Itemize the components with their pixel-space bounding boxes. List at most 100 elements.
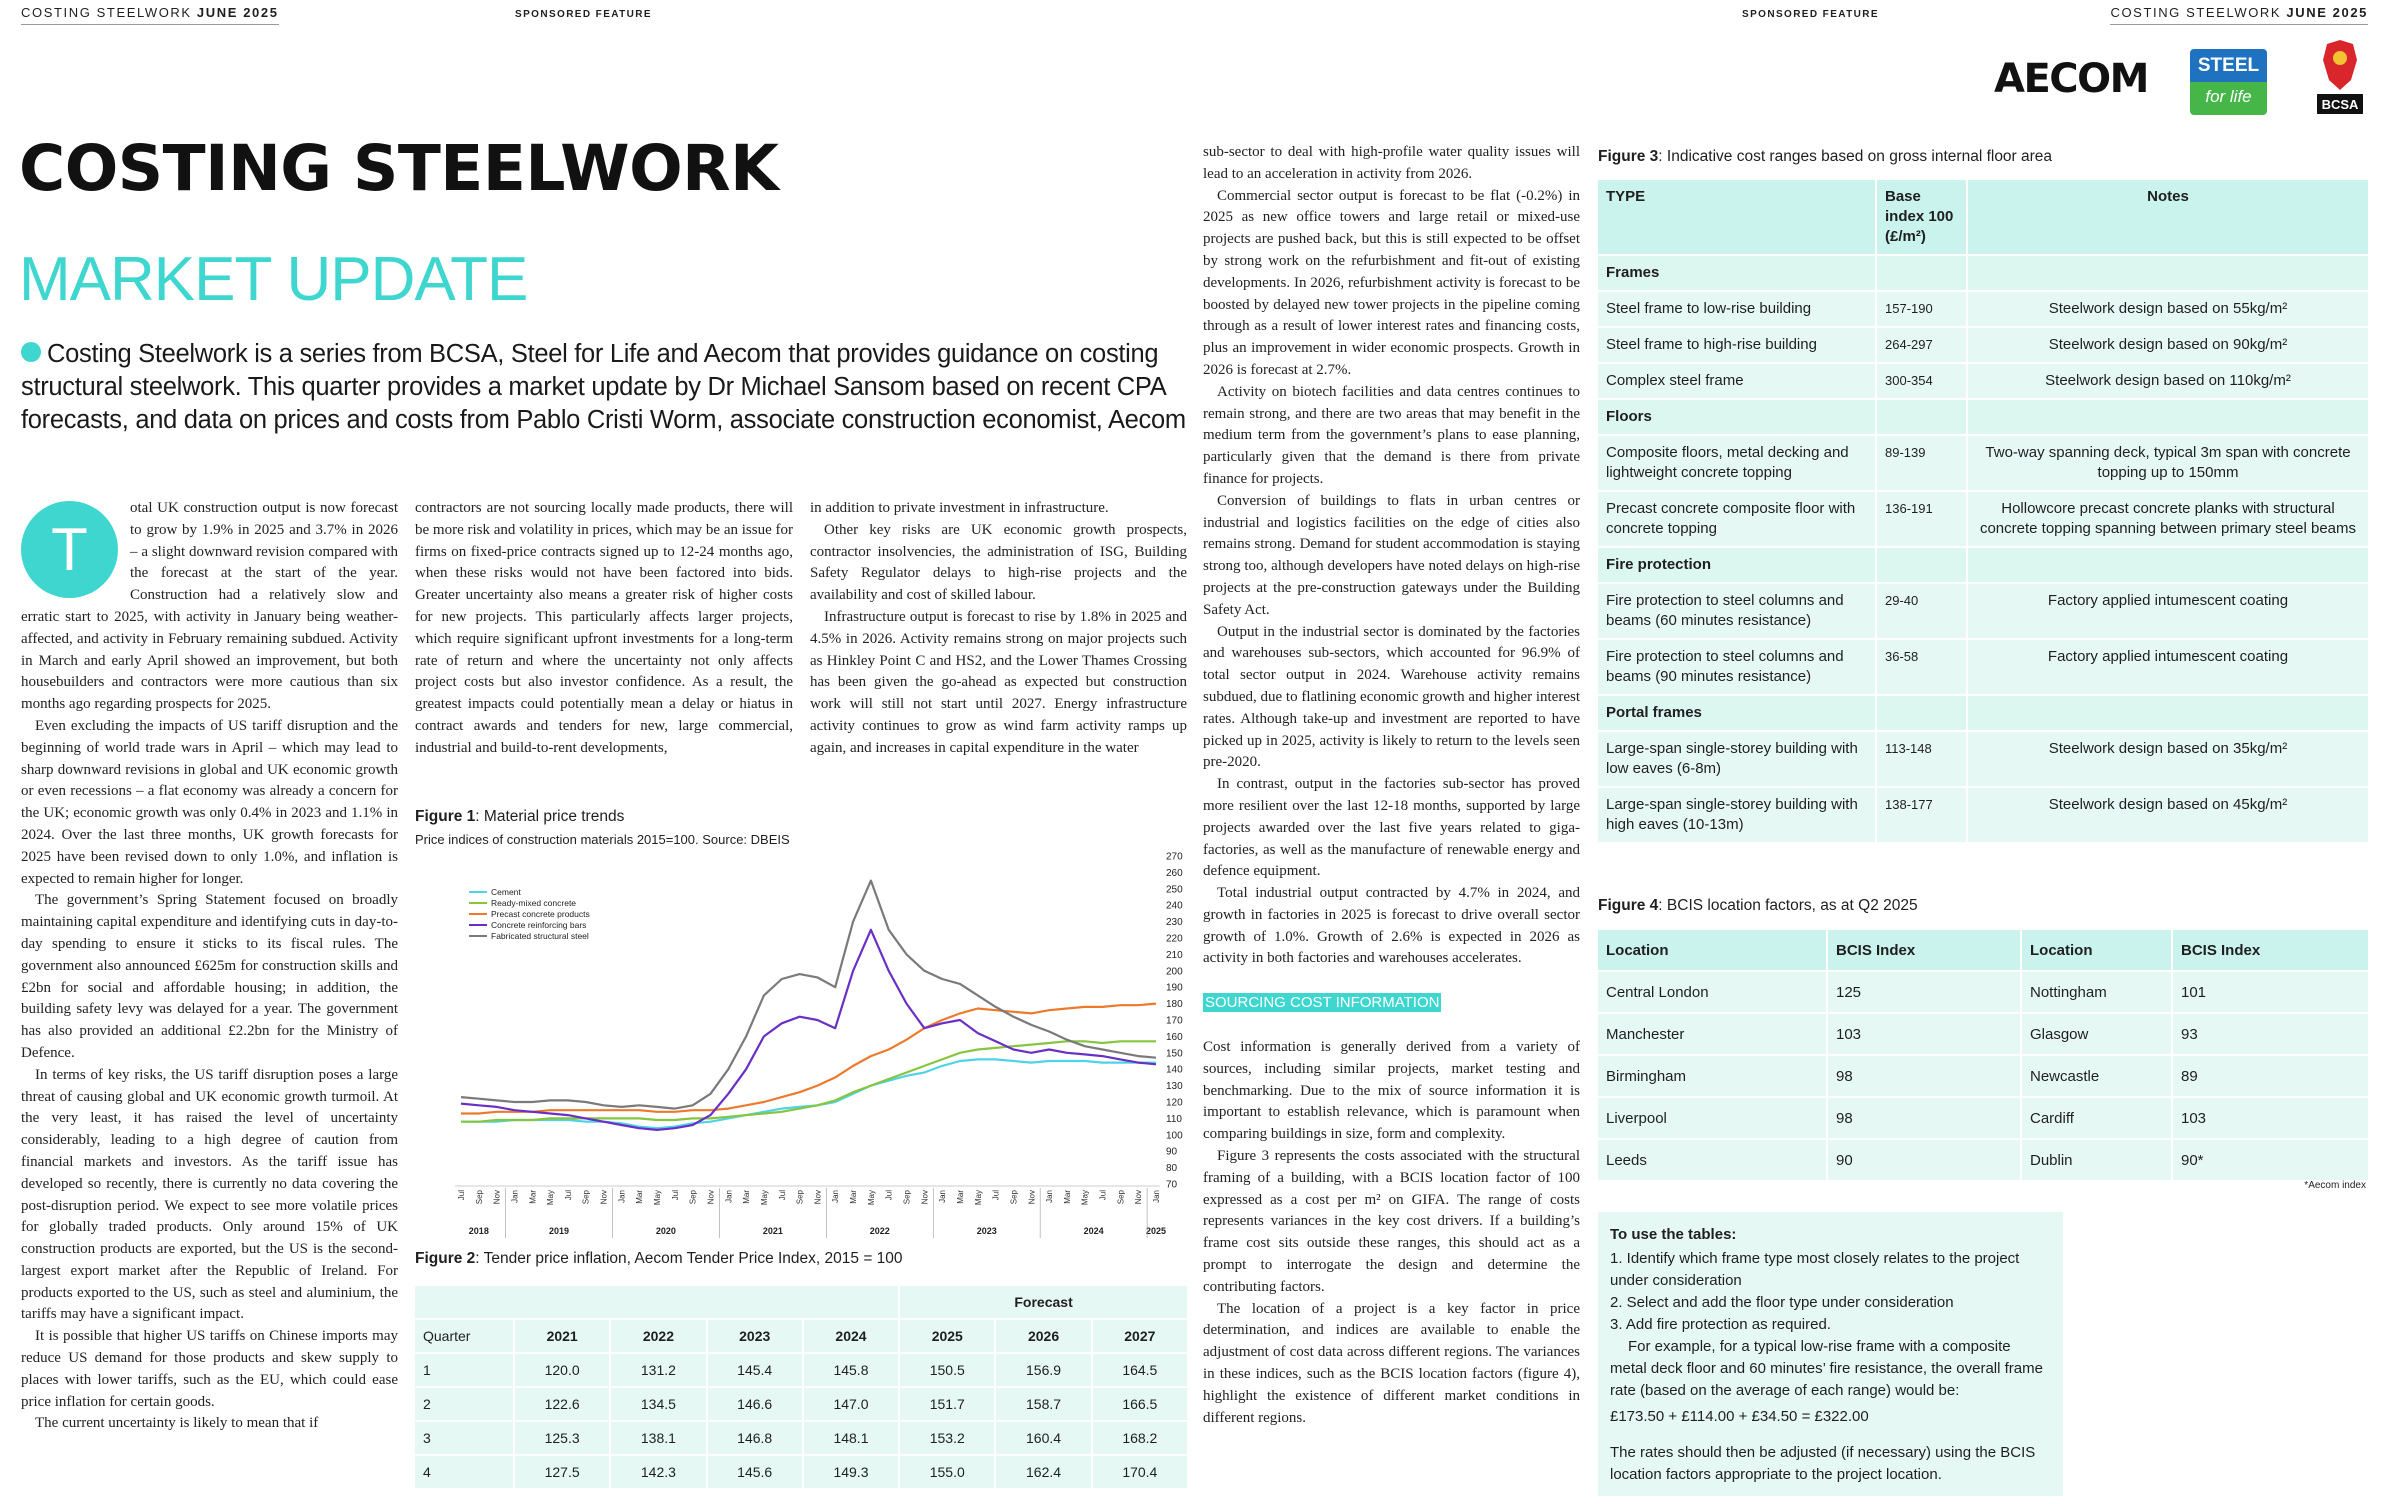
table-row: Large-span single-storey building with h… <box>1598 788 2368 842</box>
table-cell: Steel frame to high-rise building <box>1598 328 1875 362</box>
table-cell: Nottingham <box>2022 972 2171 1012</box>
paragraph: Commercial sector output is forecast to … <box>1203 187 1580 378</box>
table-cell: 149.3 <box>803 1456 899 1488</box>
y-tick-label: 200 <box>1166 966 1183 977</box>
steps: 1. Identify which frame type most closel… <box>1610 1248 2051 1336</box>
table-cell: 98 <box>1828 1056 2020 1096</box>
crest-detail <box>2333 51 2347 65</box>
table-cell: 148.1 <box>803 1422 899 1454</box>
figure-label: Figure 3 <box>1598 148 1659 165</box>
x-tick-label: May <box>1081 1190 1090 1205</box>
section-name: Fire protection <box>1598 548 1875 582</box>
paragraph: Output in the industrial sector is domin… <box>1203 623 1580 771</box>
table-cell: Large-span single-storey building with l… <box>1598 732 1875 786</box>
table-cell: 156.9 <box>996 1354 1091 1386</box>
y-tick-label: 120 <box>1166 1098 1183 1109</box>
series-line <box>461 1040 1156 1123</box>
x-tick-label: Nov <box>706 1190 715 1204</box>
table-cell: 150.5 <box>900 1354 995 1386</box>
example: For example, for a typical low-rise fram… <box>1610 1338 2043 1399</box>
table-cell: 3 <box>415 1422 513 1454</box>
table-cell: Large-span single-storey building with h… <box>1598 788 1875 842</box>
table-cell: 158.7 <box>996 1388 1091 1420</box>
y-tick-label: 140 <box>1166 1065 1183 1076</box>
paragraph: contractors are not sourcing locally mad… <box>415 500 793 756</box>
paragraph: In contrast, output in the factories sub… <box>1203 776 1580 880</box>
x-tick-label: Sep <box>796 1189 805 1204</box>
table-row: Central London 125 Nottingham 101 <box>1598 972 2368 1012</box>
paragraph: otal UK construction output is now forec… <box>21 500 398 713</box>
paragraph: Total industrial output contracted by 4.… <box>1203 885 1580 967</box>
x-tick-label: Mar <box>956 1190 965 1204</box>
legend-label: Cement <box>491 887 521 897</box>
header-cell: Quarter <box>415 1320 513 1352</box>
x-tick-label: Nov <box>813 1190 822 1204</box>
cell <box>1968 400 2368 434</box>
table-cell: 264-297 <box>1877 328 1966 362</box>
table-row: Large-span single-storey building with l… <box>1598 732 2368 786</box>
x-tick-label: Nov <box>1027 1190 1036 1204</box>
table-row: Leeds 90 Dublin 90* <box>1598 1140 2368 1180</box>
drop-cap: T <box>21 501 118 598</box>
table-cell: 145.8 <box>803 1354 899 1386</box>
x-tick-label: Sep <box>475 1189 484 1204</box>
table-cell: 300-354 <box>1877 364 1966 398</box>
table-cell: Steelwork design based on 90kg/m² <box>1968 328 2368 362</box>
cell <box>1877 696 1966 730</box>
location-factor-table: Location BCIS Index Location BCIS Index Cent… <box>1596 928 2370 1182</box>
y-tick-label: 210 <box>1166 950 1183 961</box>
table-cell: 93 <box>2173 1014 2368 1054</box>
x-tick-label: Nov <box>600 1190 609 1204</box>
table-cell: Steelwork design based on 110kg/m² <box>1968 364 2368 398</box>
table-cell: 29-40 <box>1877 584 1966 638</box>
x-tick-label: May <box>653 1190 662 1205</box>
y-tick-label: 220 <box>1166 934 1183 945</box>
x-tick-label: Sep <box>1116 1189 1125 1204</box>
x-tick-label: Mar <box>849 1190 858 1204</box>
table-cell: 162.4 <box>996 1456 1091 1488</box>
x-tick-label: Nov <box>493 1190 502 1204</box>
paragraph: Cost information is generally derived fr… <box>1203 1039 1580 1143</box>
text-column: contractors are not sourcing locally mad… <box>415 498 793 788</box>
bullet <box>21 342 41 362</box>
y-tick-label: 250 <box>1166 884 1183 895</box>
paragraph: The current uncertainty is likely to mea… <box>35 1415 319 1432</box>
paragraph: Other key risks are UK economic growth p… <box>810 521 1187 604</box>
header-title: COSTING STEELWORK <box>2110 5 2282 20</box>
cell <box>1877 548 1966 582</box>
table-cell: 125 <box>1828 972 2020 1012</box>
table-cell: 164.5 <box>1092 1354 1187 1386</box>
how-to-box: To use the tables: 1. Identify which fra… <box>1598 1212 2063 1496</box>
figure-subtitle: Price indices of construction materials … <box>415 832 790 847</box>
table-cell: Liverpool <box>1598 1098 1826 1138</box>
x-tick-label: May <box>760 1190 769 1205</box>
table-cell: 160.4 <box>996 1422 1091 1454</box>
table-cell: 153.2 <box>900 1422 995 1454</box>
section-row: Frames <box>1598 256 2368 290</box>
box-title: To use the tables: <box>1610 1226 1737 1243</box>
year-label: 2022 <box>870 1226 890 1236</box>
paragraph: In terms of key risks, the US tariff dis… <box>21 1066 398 1323</box>
table-cell: 113-148 <box>1877 732 1966 786</box>
table-row: 4 127.5 142.3 145.6 149.3 155.0 162.4 170.4 <box>415 1456 1187 1488</box>
intro-text: Costing Steelwork is a series from BCSA,… <box>21 340 1186 434</box>
table-cell: 170.4 <box>1092 1456 1187 1488</box>
intro: Costing Steelwork is a series from BCSA,… <box>21 338 1196 437</box>
header-cell: 2027 <box>1092 1320 1187 1352</box>
table-row: 2 122.6 134.5 146.6 147.0 151.7 158.7 166.5 <box>415 1388 1187 1420</box>
x-tick-label: May <box>974 1190 983 1205</box>
figure-title: : BCIS location factors, as at Q2 2025 <box>1658 897 1918 914</box>
cell <box>1877 256 1966 290</box>
sponsor-label: SPONSORED FEATURE <box>515 9 652 20</box>
x-tick-label: Mar <box>528 1190 537 1204</box>
table-cell: 101 <box>2173 972 2368 1012</box>
article-title: COSTING STEELWORK <box>19 132 779 205</box>
x-tick-label: Jan <box>617 1190 626 1203</box>
y-tick-label: 160 <box>1166 1032 1183 1043</box>
year-label: 2023 <box>977 1226 997 1236</box>
year-label: 2020 <box>656 1226 676 1236</box>
x-tick-label: May <box>867 1190 876 1205</box>
table-cell: Fire protection to steel columns and bea… <box>1598 584 1875 638</box>
header-cell: BCIS Index <box>2173 930 2368 970</box>
table-cell: 2 <box>415 1388 513 1420</box>
